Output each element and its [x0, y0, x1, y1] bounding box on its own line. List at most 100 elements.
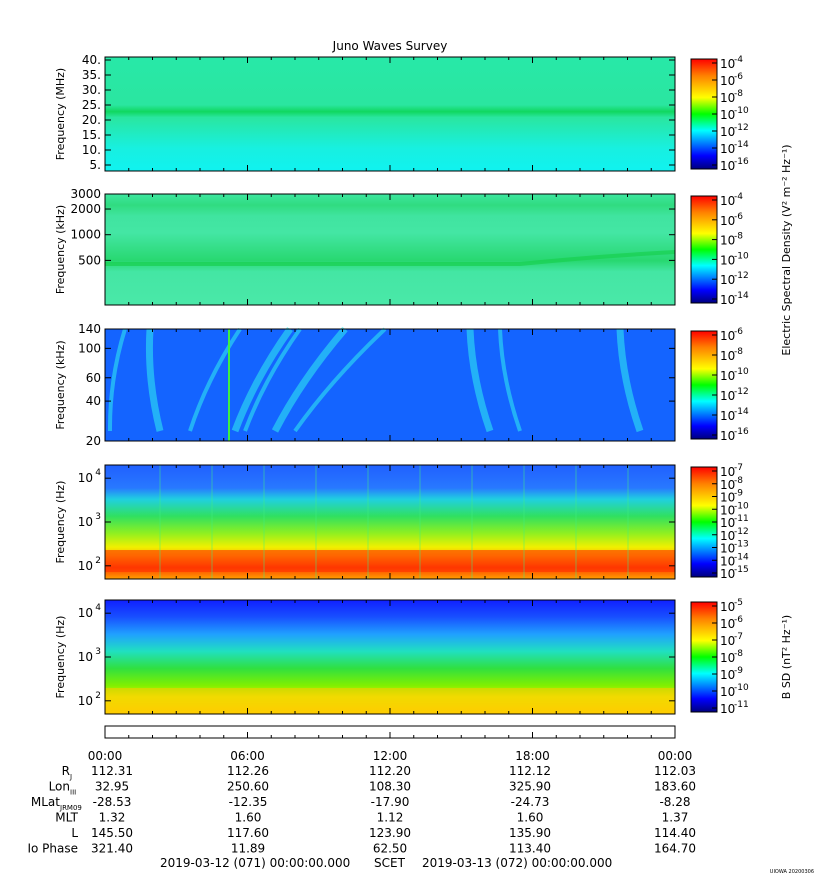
ephemeris-value: 1.37 [662, 811, 689, 825]
ephemeris-value: 145.50 [91, 826, 133, 840]
y-tick-label: 35. [82, 68, 101, 82]
y-tick-label: 500 [78, 253, 101, 267]
colorbar-tick-exponent: -12 [734, 123, 749, 133]
y-tick-label: 1000 [70, 228, 101, 242]
footer-end: 2019-03-13 (072) 00:00:00.000 [422, 856, 612, 870]
colorbar-tick-label: 10 [720, 554, 735, 568]
colorbar-tick-label: 10 [720, 491, 735, 505]
y-tick-exponent: 3 [95, 647, 101, 657]
emission-streak [231, 326, 293, 433]
colorbar-tick-exponent: -11 [734, 514, 749, 524]
ephemeris-value: 32.95 [95, 780, 129, 794]
y-tick-label: 25. [82, 98, 101, 112]
ephemeris-value: 112.12 [509, 764, 551, 778]
colorbar-tick-exponent: -6 [734, 327, 743, 337]
ephemeris-label: MLat [31, 795, 60, 809]
colorbar-tick-label: 10 [720, 142, 735, 156]
emission-band [105, 250, 676, 266]
emission-streak [188, 327, 242, 432]
y-axis-label: Frequency (kHz) [54, 205, 67, 294]
ephemeris-value: 113.40 [509, 842, 551, 856]
ephemeris-label-subscript: J [69, 773, 72, 781]
y-tick-label: 10 [78, 650, 93, 664]
time-label: 12:00 [373, 749, 408, 763]
colorbar-tick-exponent: -4 [734, 192, 743, 202]
spectrogram-image [105, 57, 675, 171]
colorbar-tick-label: 10 [720, 429, 735, 443]
colorbar-tick-exponent: -15 [734, 565, 749, 575]
colorbar-tick-label: 10 [720, 567, 735, 581]
ephemeris-value: 1.60 [235, 811, 262, 825]
y-tick-label: 20 [86, 434, 101, 448]
figure-title: Juno Waves Survey [332, 39, 448, 53]
y-tick-label: 15. [82, 128, 101, 142]
colorbar-4: 10-710-810-910-1010-1110-1210-1310-1410-… [690, 463, 749, 581]
colorbar-tick-exponent: -7 [734, 632, 743, 642]
y-axis-label: Frequency (kHz) [54, 340, 67, 429]
colorbar-tick-label: 10 [720, 369, 735, 383]
ephemeris-table: R J 112.31 112.26 112.20 112.12 112.03 Lon III 32… [27, 764, 696, 856]
colorbar-tick-label: 10 [720, 702, 735, 716]
y-axis-label: Frequency (MHz) [54, 68, 67, 160]
ephemeris-value: 1.12 [377, 811, 404, 825]
spectrogram-panel-1: 5.10.15.20.25.30.35.40. Frequency (MHz) 10… [54, 53, 749, 173]
emission-streak [498, 328, 522, 432]
electric-cbar-label: Electric Spectral Density (V² m⁻² Hz⁻¹) [780, 144, 793, 355]
colorbar-tick-label: 10 [720, 108, 735, 122]
colorbar-tick-exponent: -16 [734, 157, 749, 167]
colorbar-gradient [690, 330, 718, 440]
colorbar-tick-exponent: -10 [734, 501, 749, 511]
emission-band [105, 550, 675, 572]
colorbar-tick-exponent: -10 [734, 106, 749, 116]
colorbar-tick-exponent: -14 [734, 140, 749, 150]
spectrogram-panels: 5.10.15.20.25.30.35.40. Frequency (MHz) 10… [54, 53, 793, 716]
colorbar-tick-exponent: -4 [734, 55, 743, 65]
y-tick-label: 5. [90, 158, 101, 172]
colorbar-tick-label: 10 [720, 273, 735, 287]
y-tick-exponent: 2 [95, 556, 101, 566]
ephemeris-value: 1.32 [99, 811, 126, 825]
colorbar-tick-label: 10 [720, 503, 735, 517]
colorbar-tick-label: 10 [720, 542, 735, 556]
colorbar-tick-exponent: -16 [734, 427, 749, 437]
colorbar-tick-label: 10 [720, 685, 735, 699]
colorbar-tick-label: 10 [720, 125, 735, 139]
colorbar-tick-exponent: -8 [734, 476, 743, 486]
colorbar-tick-exponent: -12 [734, 527, 749, 537]
colorbar-tick-label: 10 [720, 91, 735, 105]
magnetic-cbar-label: B SD (nT² Hz⁻¹) [780, 615, 793, 699]
y-tick-label: 2000 [70, 202, 101, 216]
emission-streak [243, 327, 302, 432]
spectrogram-image [105, 329, 675, 441]
colorbar-tick-label: 10 [720, 253, 735, 267]
colorbar-tick-label: 10 [720, 634, 735, 648]
colorbar-tick-label: 10 [720, 465, 735, 479]
ephemeris-value: 1.60 [517, 811, 544, 825]
ephemeris-value: 183.60 [654, 780, 696, 794]
emission-streak [271, 326, 348, 433]
ephemeris-value: 112.26 [227, 764, 269, 778]
y-axis-label: Frequency (Hz) [54, 481, 67, 564]
colorbar-tick-label: 10 [720, 293, 735, 307]
y-tick-label: 100 [78, 341, 101, 355]
ephemeris-value: -12.35 [229, 795, 268, 809]
ephemeris-label: Io Phase [27, 842, 78, 856]
y-axis-label: Frequency (Hz) [54, 616, 67, 699]
colorbar-tick-exponent: -14 [734, 291, 749, 301]
y-tick-label: 10. [82, 143, 101, 157]
y-tick-label: 20. [82, 113, 101, 127]
colorbar-tick-exponent: -8 [734, 89, 743, 99]
footer-start: 2019-03-12 (071) 00:00:00.000 [160, 856, 350, 870]
y-tick-label: 40. [82, 53, 101, 67]
colorbar-tick-exponent: -13 [734, 540, 749, 550]
emission-streak [145, 328, 164, 432]
colorbar-tick-exponent: -10 [734, 683, 749, 693]
colorbar-tick-label: 10 [720, 214, 735, 228]
ephemeris-value: -24.73 [511, 795, 550, 809]
colorbar-tick-label: 10 [720, 234, 735, 248]
